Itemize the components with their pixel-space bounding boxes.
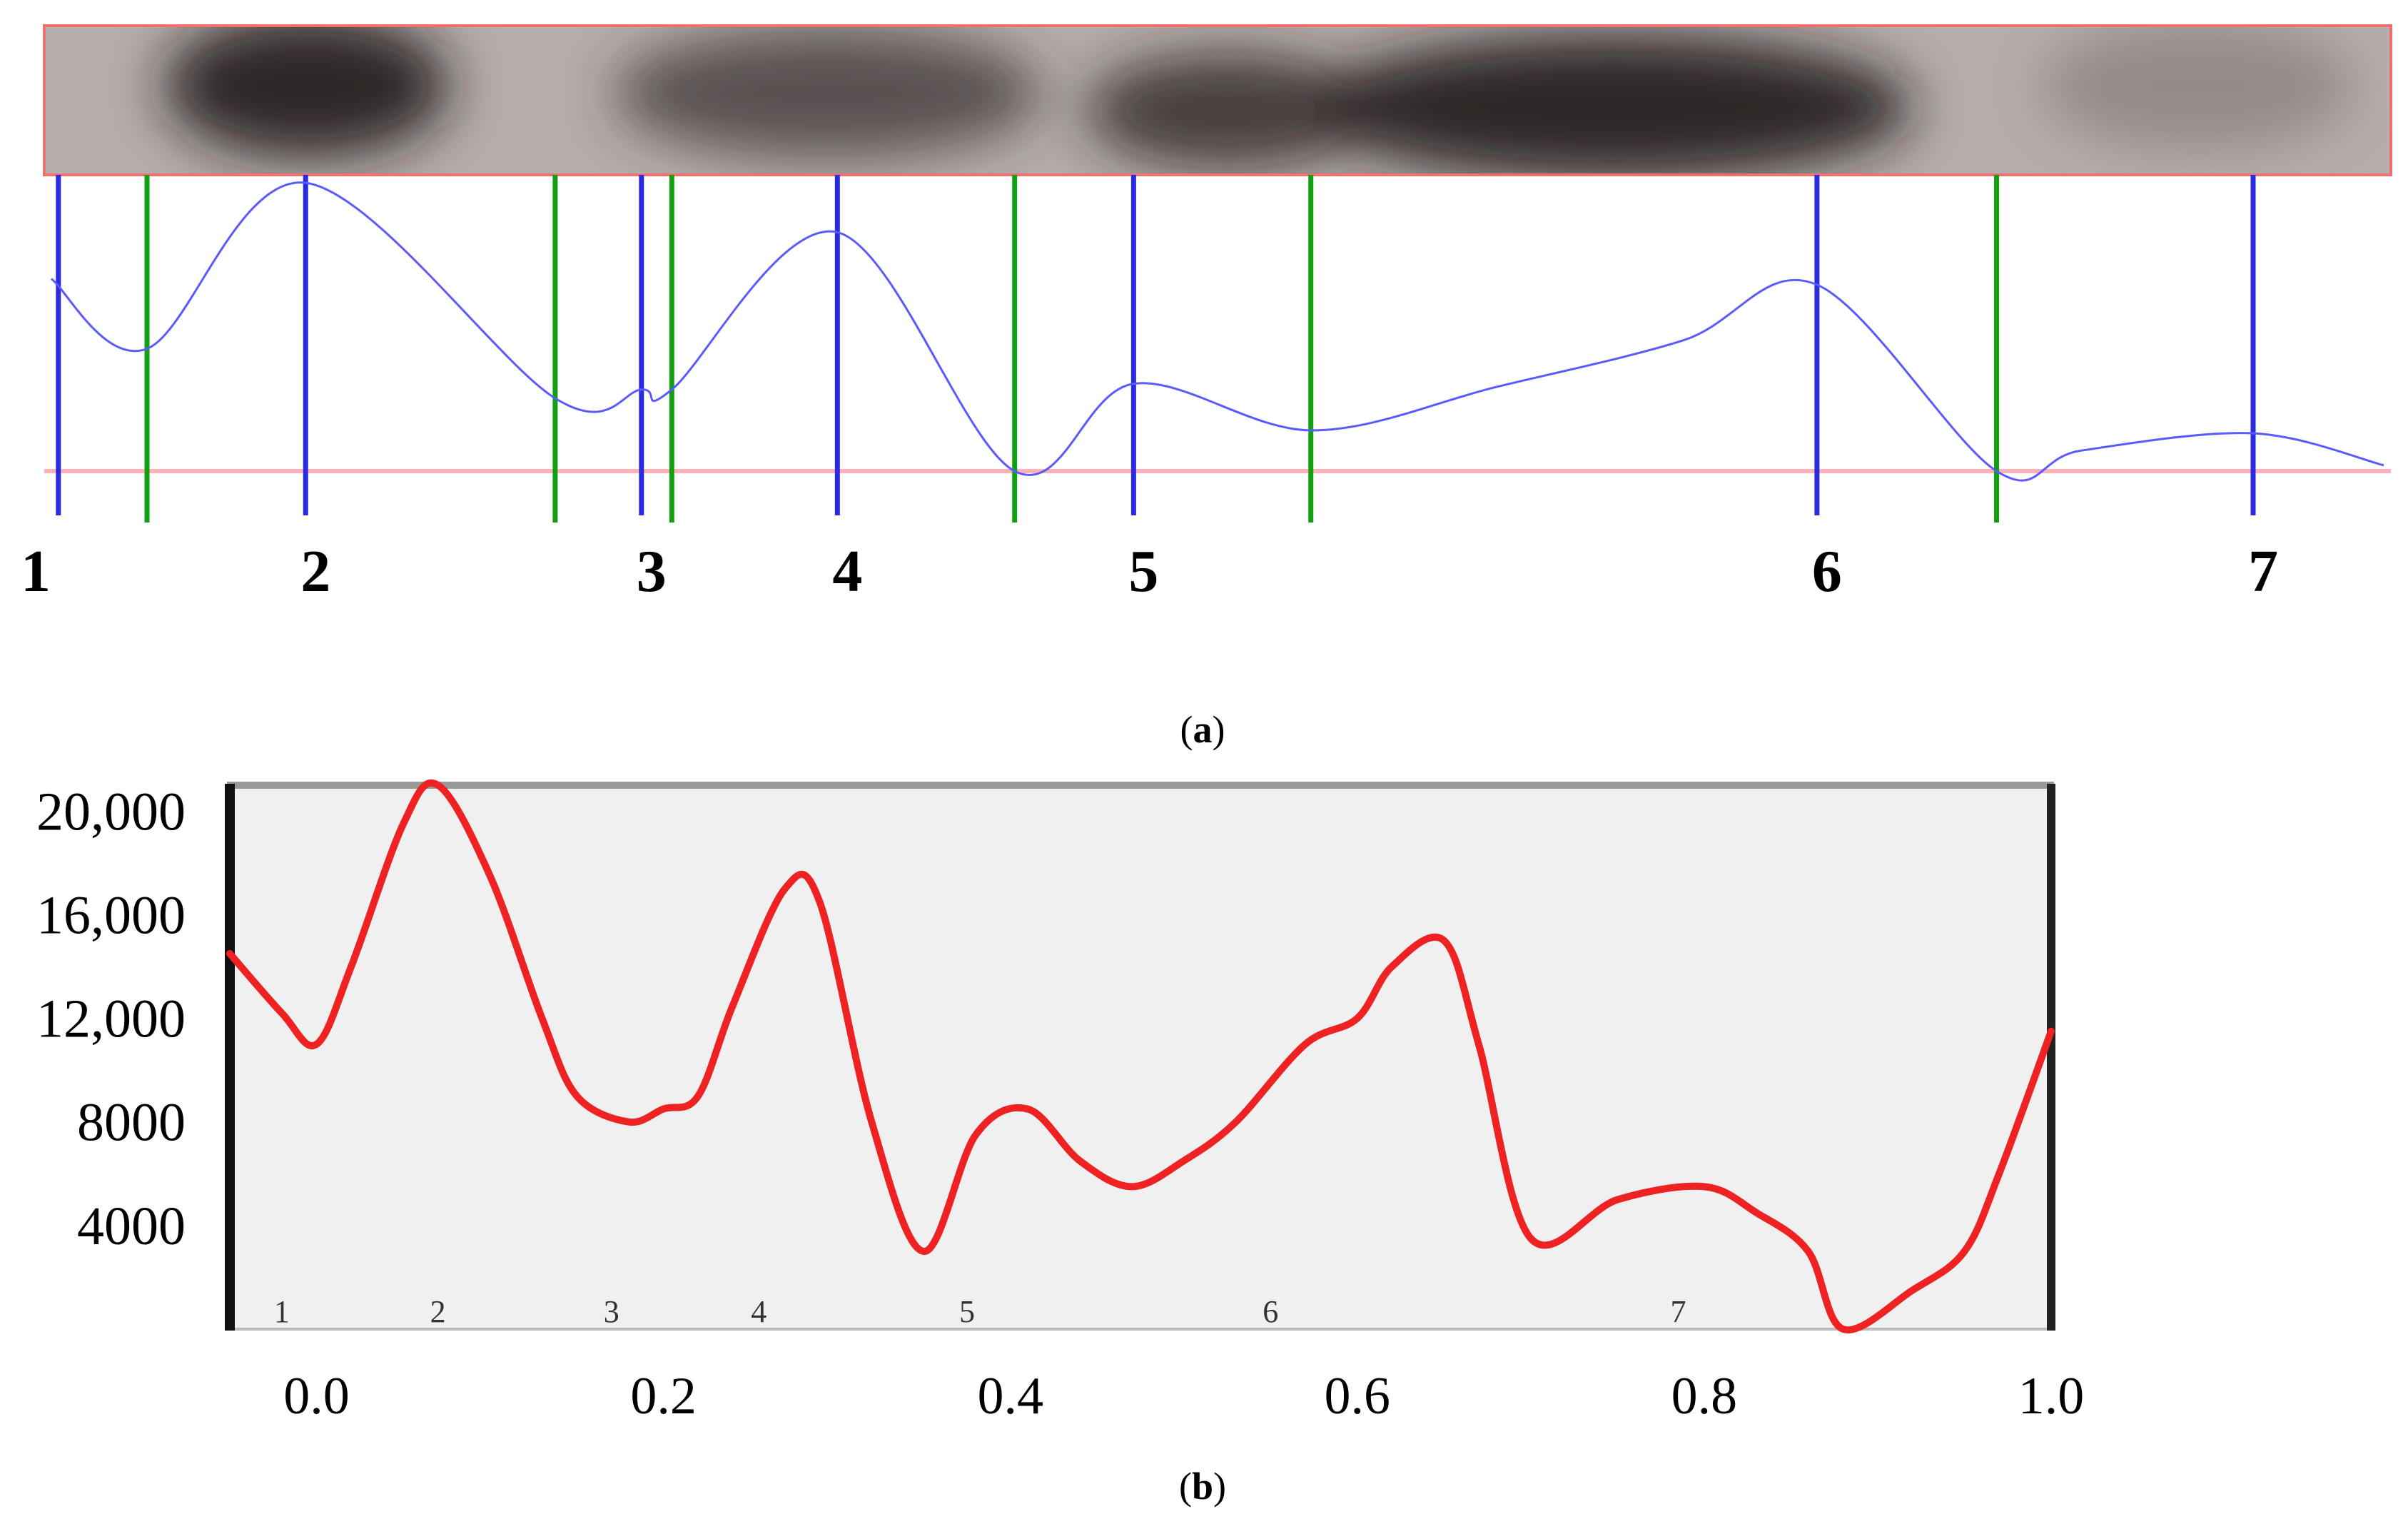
y-tick-label: 16,000 bbox=[36, 885, 186, 945]
gel-lane-image bbox=[43, 24, 2392, 176]
chart-a: 1 2 3 4 5 6 7 bbox=[21, 175, 2391, 605]
chart-b-band-label: 3 bbox=[604, 1294, 619, 1329]
chart-b-x-tick-labels: 0.0 0.2 0.4 0.6 0.8 1.0 bbox=[283, 1367, 2084, 1425]
caption-a: (a) bbox=[1180, 708, 1225, 751]
y-tick-label: 12,000 bbox=[36, 989, 186, 1049]
chart-b-plot-area bbox=[227, 784, 2054, 1331]
band-label: 1 bbox=[21, 538, 51, 605]
band-label: 5 bbox=[1128, 538, 1158, 605]
gel-band-5 bbox=[1085, 54, 1370, 168]
caption-b-letter: b bbox=[1192, 1465, 1213, 1508]
chart-b-band-label: 7 bbox=[1670, 1294, 1686, 1329]
band-label: 7 bbox=[2248, 538, 2278, 605]
gel-band-7 bbox=[2041, 26, 2355, 150]
gel-band-2 bbox=[164, 26, 450, 157]
band-label: 6 bbox=[1812, 538, 1842, 605]
chart-a-band-labels: 1 2 3 4 5 6 7 bbox=[21, 538, 2278, 605]
band-label: 4 bbox=[832, 538, 862, 605]
x-tick-label: 0.8 bbox=[1671, 1367, 1738, 1425]
chart-a-valley-markers bbox=[144, 175, 2000, 523]
gel-band-6 bbox=[1313, 36, 1913, 175]
chart-a-peak-markers bbox=[56, 175, 2256, 515]
x-tick-label: 0.6 bbox=[1325, 1367, 1391, 1425]
x-tick-label: 0.0 bbox=[283, 1367, 350, 1425]
chart-b-band-label: 1 bbox=[274, 1294, 290, 1329]
chart-b-band-label: 6 bbox=[1263, 1294, 1278, 1329]
gel-band-3-4 bbox=[614, 29, 1042, 157]
caption-a-letter: a bbox=[1193, 708, 1213, 751]
chart-a-profile-line bbox=[51, 181, 2384, 482]
chart-b-band-labels: 1 2 3 4 5 6 7 bbox=[274, 1294, 1686, 1329]
chart-b-series-line bbox=[226, 779, 2055, 1334]
y-tick-label: 20,000 bbox=[36, 782, 186, 842]
caption-b: (b) bbox=[1179, 1465, 1226, 1508]
chart-b-y-tick-labels: 4000 8000 12,000 16,000 20,000 bbox=[36, 782, 186, 1256]
chart-b-band-label: 4 bbox=[751, 1294, 767, 1329]
x-tick-label: 1.0 bbox=[2018, 1367, 2085, 1425]
x-tick-label: 0.2 bbox=[630, 1367, 697, 1425]
x-tick-label: 0.4 bbox=[977, 1367, 1043, 1425]
chart-b-band-label: 5 bbox=[959, 1294, 975, 1329]
band-label: 3 bbox=[637, 538, 667, 605]
band-label: 2 bbox=[300, 538, 330, 605]
y-tick-label: 4000 bbox=[77, 1196, 186, 1256]
chart-b-band-label: 2 bbox=[430, 1294, 446, 1329]
y-tick-label: 8000 bbox=[77, 1093, 186, 1153]
gel-lane-border bbox=[43, 24, 2392, 176]
